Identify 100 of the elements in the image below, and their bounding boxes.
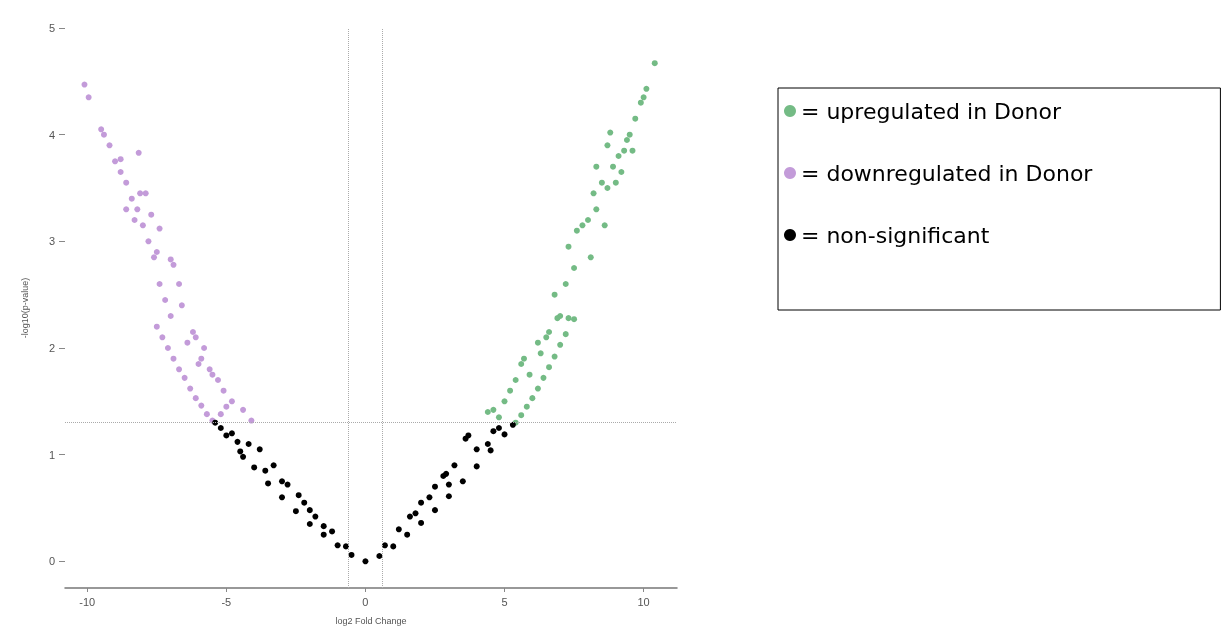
- point: [240, 406, 247, 413]
- point: [534, 339, 541, 346]
- point: [612, 179, 619, 186]
- x-tick-label: 0: [362, 595, 369, 608]
- point: [540, 374, 547, 381]
- y-tick-label: 3: [48, 235, 55, 248]
- point: [571, 316, 578, 323]
- legend-label: = downregulated in Donor: [801, 160, 1094, 186]
- point: [551, 291, 558, 298]
- point: [329, 528, 336, 535]
- point: [100, 131, 107, 138]
- y-tick-label: 2: [48, 342, 55, 354]
- point: [490, 428, 497, 435]
- point: [459, 478, 466, 485]
- point: [512, 377, 519, 383]
- point: [473, 463, 480, 470]
- point: [176, 281, 183, 287]
- point: [234, 438, 241, 445]
- point: [348, 551, 355, 558]
- point: [312, 513, 319, 520]
- point: [134, 206, 141, 213]
- point: [278, 478, 285, 485]
- point: [237, 448, 244, 455]
- point: [523, 403, 530, 410]
- point: [292, 508, 299, 515]
- point: [228, 430, 235, 437]
- point: [362, 558, 369, 565]
- point: [217, 425, 224, 431]
- point: [176, 366, 183, 373]
- point: [320, 531, 327, 538]
- point: [192, 334, 199, 341]
- point: [418, 499, 425, 506]
- point: [145, 238, 152, 245]
- point: [551, 353, 558, 360]
- point: [153, 249, 160, 255]
- point: [301, 499, 308, 506]
- point: [426, 494, 433, 501]
- point: [178, 302, 185, 309]
- point: [495, 425, 502, 431]
- point: [604, 142, 611, 149]
- point: [529, 395, 536, 402]
- point: [203, 411, 210, 418]
- point: [490, 406, 497, 413]
- point: [518, 361, 525, 367]
- point: [565, 315, 572, 322]
- point: [117, 169, 124, 175]
- point: [192, 395, 199, 402]
- point: [607, 129, 614, 136]
- point: [153, 323, 160, 330]
- point: [206, 366, 213, 373]
- point: [240, 453, 247, 460]
- x-tick-label: 10: [637, 595, 650, 608]
- point: [637, 99, 644, 106]
- point: [209, 371, 216, 378]
- x-axis-title: log2 Fold Change: [335, 615, 407, 626]
- point: [484, 409, 491, 415]
- x-tick-label: -5: [221, 595, 232, 608]
- point: [651, 60, 658, 67]
- point: [390, 543, 397, 550]
- point: [626, 131, 633, 138]
- point: [604, 185, 611, 191]
- point: [156, 225, 163, 232]
- y-tick-label: 5: [48, 22, 55, 34]
- y-tick-label: 4: [48, 128, 55, 141]
- point: [139, 222, 146, 229]
- point: [284, 481, 291, 488]
- point: [615, 153, 622, 159]
- point: [306, 507, 313, 514]
- point: [445, 493, 452, 500]
- point: [546, 329, 553, 335]
- point: [142, 190, 149, 197]
- point: [571, 265, 578, 271]
- point: [220, 387, 227, 394]
- point: [484, 441, 491, 447]
- point: [164, 345, 171, 351]
- point: [170, 261, 177, 268]
- point: [573, 227, 580, 234]
- point: [487, 447, 494, 454]
- point: [223, 403, 230, 410]
- point: [151, 254, 158, 261]
- point: [395, 526, 402, 533]
- point: [632, 115, 639, 122]
- point: [593, 206, 600, 213]
- point: [278, 494, 285, 501]
- x-tick-label: 5: [501, 595, 508, 608]
- point: [507, 387, 514, 394]
- point: [473, 446, 480, 453]
- y-tick-label: 1: [48, 448, 55, 461]
- point: [228, 398, 235, 405]
- point: [381, 542, 388, 549]
- point: [123, 179, 130, 186]
- point: [198, 402, 205, 409]
- point: [184, 339, 191, 346]
- x-tick-label: -10: [79, 595, 96, 608]
- point: [334, 542, 341, 549]
- point: [198, 355, 205, 362]
- point: [526, 371, 533, 378]
- point: [342, 543, 349, 550]
- point: [623, 137, 630, 143]
- point: [306, 521, 313, 527]
